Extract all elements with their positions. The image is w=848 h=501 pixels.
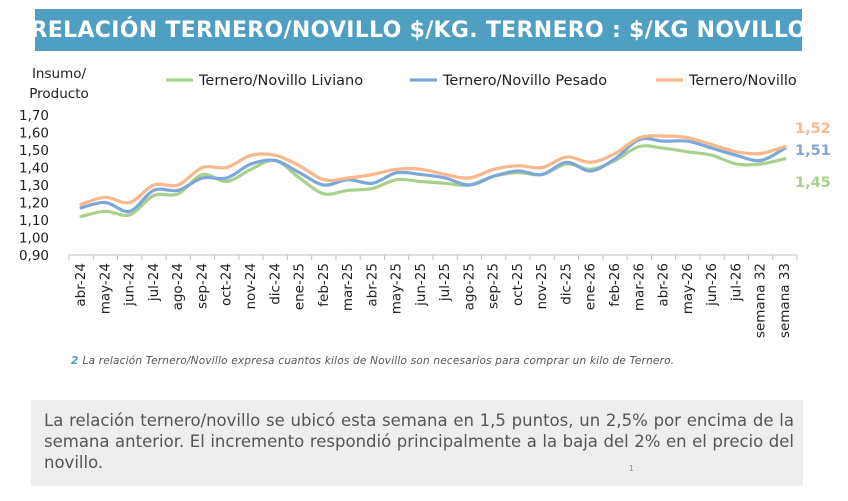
x-tick-label: jun-24: [122, 263, 138, 307]
x-tick-label: abr-24: [73, 263, 89, 307]
series-line-pesado: [79, 136, 787, 214]
x-tick-label: jul-25: [437, 263, 453, 302]
footnote: 2 La relación Ternero/Novillo expresa cua…: [71, 355, 674, 367]
y-tick-label: 1,50: [19, 143, 49, 159]
x-tick-label: semana 33: [777, 263, 793, 338]
end-value-label: 1,52: [795, 121, 831, 137]
end-value-label: 1,45: [795, 175, 831, 191]
x-tick-label: ago-25: [461, 263, 477, 310]
x-tick-label: ago-24: [170, 263, 186, 310]
x-tick-label: abr-25: [364, 263, 380, 307]
x-tick-label: jul-26: [728, 263, 744, 302]
x-tick-label: jun-25: [413, 263, 429, 307]
y-axis-title-line: Producto: [29, 86, 89, 102]
x-tick-label: ene-26: [583, 263, 599, 310]
page-number: 1: [629, 464, 634, 473]
x-tick-label: abr-26: [656, 263, 672, 307]
x-tick-label: feb-25: [316, 263, 332, 307]
x-tick-label: sep-25: [486, 263, 502, 309]
end-value-label: 1,51: [795, 143, 831, 159]
x-tick-label: mar-25: [340, 263, 356, 311]
x-tick-label: may-24: [97, 263, 113, 314]
x-tick-label: oct-24: [219, 263, 235, 306]
chart-title-bar: RELACIÓN TERNERO/NOVILLO $/KG. TERNERO :…: [31, 9, 806, 51]
x-tick-label: nov-24: [243, 263, 259, 310]
series-line-liviano: [79, 144, 787, 219]
y-tick-label: 1,70: [19, 108, 49, 124]
x-tick-label: ene-25: [292, 263, 308, 310]
y-axis-title-line: Insumo/: [32, 66, 87, 82]
line-chart: Insumo/Producto 0,901,00 1,101,20 1,301,40 1…: [19, 66, 831, 338]
footnote-number: 2: [71, 355, 79, 367]
series-line-ternero-novillo: [79, 134, 787, 206]
x-tick-label: semana 32: [753, 263, 769, 338]
y-tick-label: 1,60: [19, 126, 49, 142]
x-tick-label: may-26: [680, 263, 696, 314]
summary-text: La relación ternero/novillo se ubicó est…: [44, 411, 794, 472]
y-tick-label: 1,10: [19, 213, 49, 229]
legend-label-liviano: Ternero/Novillo Liviano: [198, 73, 363, 89]
x-tick-label: jul-24: [146, 263, 162, 302]
y-tick-label: 1,20: [19, 196, 49, 212]
legend-label-ternero-novillo: Ternero/Novillo: [688, 73, 797, 89]
legend-label-pesado: Ternero/Novillo Pesado: [442, 73, 607, 89]
x-tick-label: nov-25: [534, 263, 550, 310]
x-tick-label: jun-26: [704, 263, 720, 307]
x-tick-label: sep-24: [194, 263, 210, 309]
x-tick-label: oct-25: [510, 263, 526, 306]
y-tick-label: 1,30: [19, 178, 49, 194]
summary-box: La relación ternero/novillo se ubicó est…: [31, 400, 803, 486]
y-tick-label: 1,00: [19, 231, 49, 247]
x-tick-label: mar-26: [631, 263, 647, 311]
x-tick-label: dic-24: [267, 263, 283, 305]
x-tick-label: feb-26: [607, 263, 623, 307]
x-tick-label: dic-25: [558, 263, 574, 305]
footnote-text: La relación Ternero/Novillo expresa cuan…: [82, 355, 675, 367]
y-tick-label: 1,40: [19, 161, 49, 177]
y-tick-label: 0,90: [19, 248, 49, 264]
x-tick-label: may-25: [389, 263, 405, 314]
chart-title: RELACIÓN TERNERO/NOVILLO $/KG. TERNERO :…: [30, 17, 807, 43]
